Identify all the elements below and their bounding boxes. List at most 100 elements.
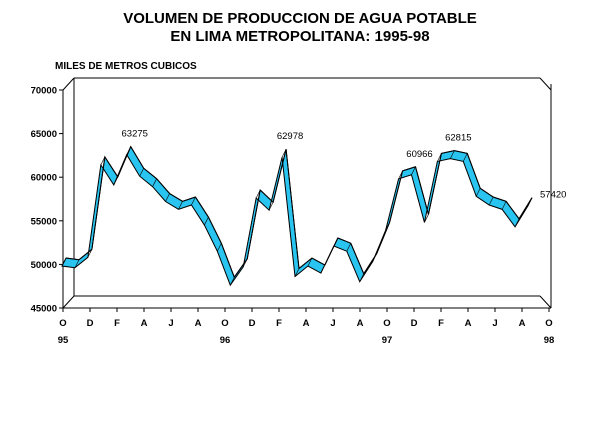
data-point-edge — [488, 196, 494, 206]
data-point-edge — [178, 201, 183, 210]
data-label: 62978 — [277, 131, 303, 142]
data-point-edge — [372, 253, 377, 262]
x-tick-label: A — [357, 318, 364, 329]
series-segment — [337, 237, 351, 244]
x-year-label: 95 — [58, 335, 69, 346]
series-segment — [493, 196, 507, 202]
data-point-edge — [204, 216, 209, 226]
data-point-edge — [475, 188, 481, 197]
x-tick-label: O — [545, 318, 552, 329]
data-point-edge — [87, 249, 93, 258]
plot-frame — [62, 77, 552, 309]
series-segment — [518, 197, 533, 220]
y-axis-ticks: 70000 65000 60000 55000 50000 45000 — [31, 86, 63, 315]
series-ribbon-body — [61, 145, 533, 287]
series-segment — [156, 178, 170, 194]
data-point-edge — [242, 258, 248, 268]
data-point-edge — [152, 178, 157, 187]
x-tick-label: A — [195, 318, 202, 329]
data-point-edge — [437, 153, 442, 162]
series-segment — [130, 146, 145, 169]
x-tick-label: J — [168, 318, 173, 329]
series-segment — [402, 166, 416, 172]
x-tick-label: O — [221, 318, 228, 329]
x-year-label: 97 — [382, 335, 393, 346]
series-segment — [389, 170, 404, 223]
y-tick-label: 45000 — [31, 304, 57, 315]
data-labels: 63275 62978 60966 62815 57420 — [122, 129, 567, 201]
x-tick-label: O — [59, 318, 66, 329]
series-segment — [195, 196, 209, 218]
x-tick-label: J — [330, 318, 335, 329]
series-segment — [233, 258, 248, 278]
data-point-edge — [113, 176, 119, 186]
series-segment — [441, 150, 455, 154]
series-segment — [376, 222, 391, 254]
data-point-edge — [139, 168, 144, 177]
y-tick-label: 50000 — [31, 260, 57, 271]
data-point-edge — [281, 149, 287, 158]
data-point-edge — [230, 277, 235, 286]
data-point-edge — [100, 156, 106, 166]
data-point-edge — [450, 150, 455, 159]
data-point-edge — [307, 257, 313, 267]
data-point-edge — [385, 222, 390, 231]
series-segment — [363, 253, 378, 275]
x-year-label: 98 — [544, 335, 555, 346]
data-point-edge — [527, 197, 533, 206]
y-tick-label: 60000 — [31, 173, 57, 184]
series-segment — [169, 193, 183, 202]
data-point-edge — [320, 264, 326, 274]
chart-subtitle: EN LIMA METROPOLITANA: 1995-98 — [170, 28, 429, 45]
data-point-edge — [217, 243, 222, 252]
x-tick-label: O — [383, 318, 390, 329]
data-point-edge — [411, 166, 416, 175]
x-tick-label: A — [141, 318, 148, 329]
series-ribbon — [61, 145, 533, 287]
y-tick-label: 65000 — [31, 129, 57, 140]
series-segment — [143, 167, 157, 180]
series-segment — [91, 156, 106, 250]
series-segment — [220, 243, 235, 278]
data-point-edge — [294, 268, 300, 277]
data-point-edge — [346, 243, 352, 252]
data-point-edge — [61, 257, 67, 267]
data-point-edge — [126, 146, 131, 155]
x-axis-ticks: O D F A J A O D F A J A O D F A J A O 95 96 97 98 — [58, 308, 555, 346]
data-point-edge — [501, 201, 507, 210]
y-tick-label: 70000 — [31, 86, 57, 97]
data-point-edge — [359, 273, 364, 282]
data-label: 62815 — [445, 133, 471, 144]
data-label: 63275 — [122, 129, 148, 140]
x-tick-label: D — [87, 318, 94, 329]
data-point-edge — [255, 189, 261, 199]
data-point-edge — [333, 237, 339, 247]
series-segment — [246, 189, 261, 260]
series-segment — [415, 166, 429, 215]
data-label: 57420 — [540, 190, 566, 201]
series-segment — [285, 149, 300, 269]
data-point-edge — [191, 196, 196, 206]
series-segment — [117, 146, 132, 178]
series-segment — [272, 149, 287, 203]
series-segment — [350, 243, 365, 274]
series-segment — [298, 257, 313, 269]
data-point-edge — [165, 193, 170, 202]
series-segment — [182, 196, 196, 202]
data-point-edge — [424, 214, 429, 223]
series-segment — [466, 153, 481, 189]
series-segment — [454, 150, 468, 154]
data-point-edge — [268, 202, 274, 211]
series-segment — [207, 216, 222, 244]
x-tick-label: F — [276, 318, 282, 329]
series-segment — [78, 248, 93, 261]
data-point-edge — [514, 218, 520, 227]
series-segment — [505, 201, 520, 220]
series-segment — [65, 257, 80, 261]
x-tick-label: A — [465, 318, 472, 329]
x-tick-label: F — [114, 318, 120, 329]
series-segment — [479, 187, 494, 198]
data-point-edge — [463, 153, 468, 162]
series-segment — [311, 257, 326, 266]
